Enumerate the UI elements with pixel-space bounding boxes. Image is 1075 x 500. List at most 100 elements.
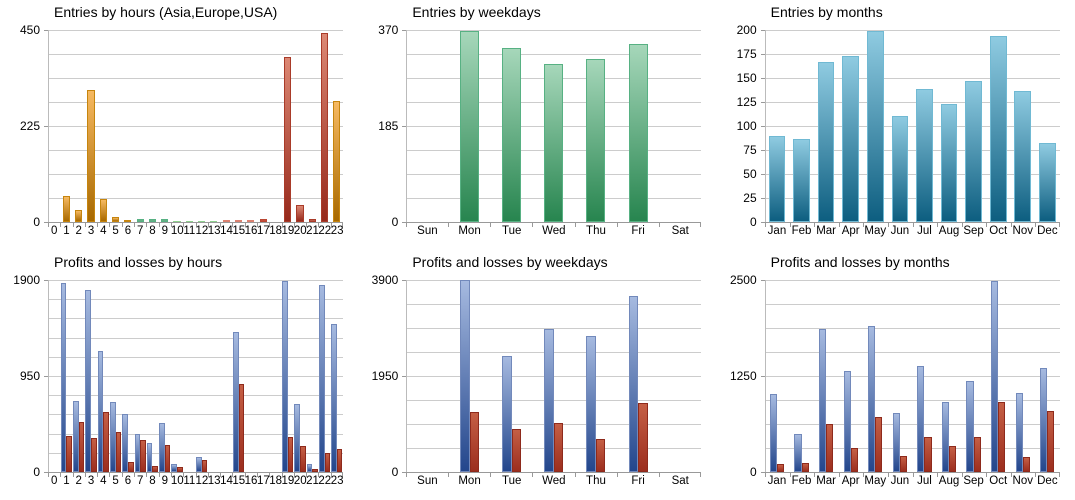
bar-loss-8[interactable]	[152, 466, 159, 472]
bar-22[interactable]	[320, 33, 329, 222]
bar-Feb[interactable]	[793, 139, 810, 222]
bar-loss-20[interactable]	[299, 446, 306, 472]
bar-Oct[interactable]	[989, 36, 1007, 222]
bar-Jul[interactable]	[916, 89, 933, 222]
bar-profit-20[interactable]	[294, 404, 300, 472]
bar-profit-Thu[interactable]	[586, 336, 596, 472]
bar-loss-Mar[interactable]	[826, 424, 834, 472]
bar-loss-Jan[interactable]	[776, 464, 785, 472]
bar-8[interactable]	[148, 219, 157, 222]
bar-loss-Apr[interactable]	[850, 448, 858, 472]
bar-profit-Aug[interactable]	[941, 402, 950, 472]
bar-loss-Aug[interactable]	[949, 446, 957, 472]
bar-profit-Mar[interactable]	[818, 329, 827, 472]
bar-profit-May[interactable]	[868, 326, 876, 472]
bar-Jan[interactable]	[768, 136, 786, 222]
bar-profit-Dec[interactable]	[1040, 368, 1048, 472]
bar-15[interactable]	[234, 220, 243, 222]
bar-profit-5[interactable]	[109, 402, 116, 472]
bar-Fri[interactable]	[628, 44, 648, 222]
bar-Wed[interactable]	[544, 64, 564, 222]
bar-profit-Nov[interactable]	[1015, 393, 1023, 472]
bar-Tue[interactable]	[502, 48, 522, 222]
bar-profit-21[interactable]	[306, 464, 313, 472]
bar-loss-19[interactable]	[287, 437, 294, 472]
bar-2[interactable]	[75, 210, 83, 222]
bar-loss-15[interactable]	[238, 384, 245, 472]
bar-1[interactable]	[62, 196, 70, 222]
bar-profit-Sep[interactable]	[966, 381, 974, 472]
bar-loss-Tue[interactable]	[511, 429, 522, 472]
bar-profit-Tue[interactable]	[502, 356, 512, 472]
bar-loss-Feb[interactable]	[801, 463, 809, 472]
bar-loss-Nov[interactable]	[1022, 457, 1030, 472]
bar-Aug[interactable]	[940, 104, 958, 222]
bar-profit-Jan[interactable]	[769, 394, 777, 472]
bar-21[interactable]	[308, 219, 316, 222]
bar-May[interactable]	[866, 31, 884, 222]
bar-profit-15[interactable]	[232, 332, 239, 472]
bar-loss-23[interactable]	[336, 449, 343, 472]
bar-loss-6[interactable]	[127, 462, 134, 472]
bar-profit-12[interactable]	[195, 457, 202, 472]
bar-profit-1[interactable]	[60, 283, 67, 472]
bar-loss-Jul[interactable]	[924, 437, 932, 472]
bar-16[interactable]	[247, 220, 255, 222]
bar-loss-Fri[interactable]	[638, 403, 648, 472]
bar-20[interactable]	[296, 205, 304, 222]
bar-profit-7[interactable]	[134, 434, 141, 472]
bar-Dec[interactable]	[1039, 143, 1056, 222]
bar-5[interactable]	[112, 217, 120, 222]
bar-7[interactable]	[136, 219, 144, 222]
bar-profit-9[interactable]	[159, 423, 165, 472]
bar-loss-May[interactable]	[875, 417, 883, 472]
bar-profit-22[interactable]	[318, 285, 325, 472]
bar-profit-2[interactable]	[73, 401, 79, 472]
bar-Nov[interactable]	[1014, 91, 1032, 222]
bar-4[interactable]	[99, 199, 107, 222]
bar-profit-Apr[interactable]	[843, 371, 851, 472]
bar-loss-4[interactable]	[103, 412, 109, 472]
bar-Mon[interactable]	[460, 31, 479, 222]
bar-loss-Wed[interactable]	[553, 423, 564, 472]
bar-profit-19[interactable]	[282, 281, 288, 472]
bar-profit-Fri[interactable]	[628, 296, 639, 472]
bar-loss-Oct[interactable]	[998, 402, 1006, 472]
bar-profit-3[interactable]	[85, 290, 91, 472]
bar-profit-Mon[interactable]	[460, 280, 470, 472]
bar-loss-Thu[interactable]	[595, 439, 606, 472]
bar-9[interactable]	[161, 219, 169, 222]
bar-loss-22[interactable]	[324, 453, 331, 472]
bar-loss-Sep[interactable]	[973, 437, 981, 472]
bar-loss-9[interactable]	[164, 445, 171, 472]
bar-19[interactable]	[284, 57, 292, 222]
bar-loss-1[interactable]	[66, 436, 73, 472]
bar-Apr[interactable]	[842, 56, 860, 222]
bar-loss-Mon[interactable]	[469, 412, 479, 472]
bar-profit-6[interactable]	[122, 414, 128, 472]
bar-loss-Dec[interactable]	[1047, 411, 1055, 472]
bar-Mar[interactable]	[817, 62, 835, 222]
bar-loss-7[interactable]	[140, 440, 146, 472]
bar-loss-21[interactable]	[312, 469, 318, 472]
bar-Thu[interactable]	[586, 59, 606, 222]
bar-loss-12[interactable]	[201, 460, 208, 472]
bar-profit-Feb[interactable]	[794, 434, 802, 472]
bar-loss-2[interactable]	[78, 422, 85, 472]
bar-profit-10[interactable]	[171, 464, 178, 472]
bar-profit-Oct[interactable]	[991, 281, 999, 472]
bar-loss-10[interactable]	[177, 467, 183, 472]
bar-23[interactable]	[333, 101, 341, 222]
bar-loss-Jun[interactable]	[899, 456, 907, 472]
bar-profit-Jul[interactable]	[917, 366, 925, 472]
bar-profit-4[interactable]	[97, 351, 104, 472]
bar-loss-5[interactable]	[115, 432, 122, 472]
bar-profit-23[interactable]	[331, 324, 337, 472]
bar-3[interactable]	[87, 90, 95, 222]
bar-17[interactable]	[259, 219, 267, 222]
bar-14[interactable]	[222, 220, 230, 222]
bar-6[interactable]	[124, 220, 132, 222]
bar-profit-Wed[interactable]	[544, 329, 554, 472]
bar-profit-8[interactable]	[146, 443, 153, 472]
bar-Sep[interactable]	[965, 81, 982, 222]
